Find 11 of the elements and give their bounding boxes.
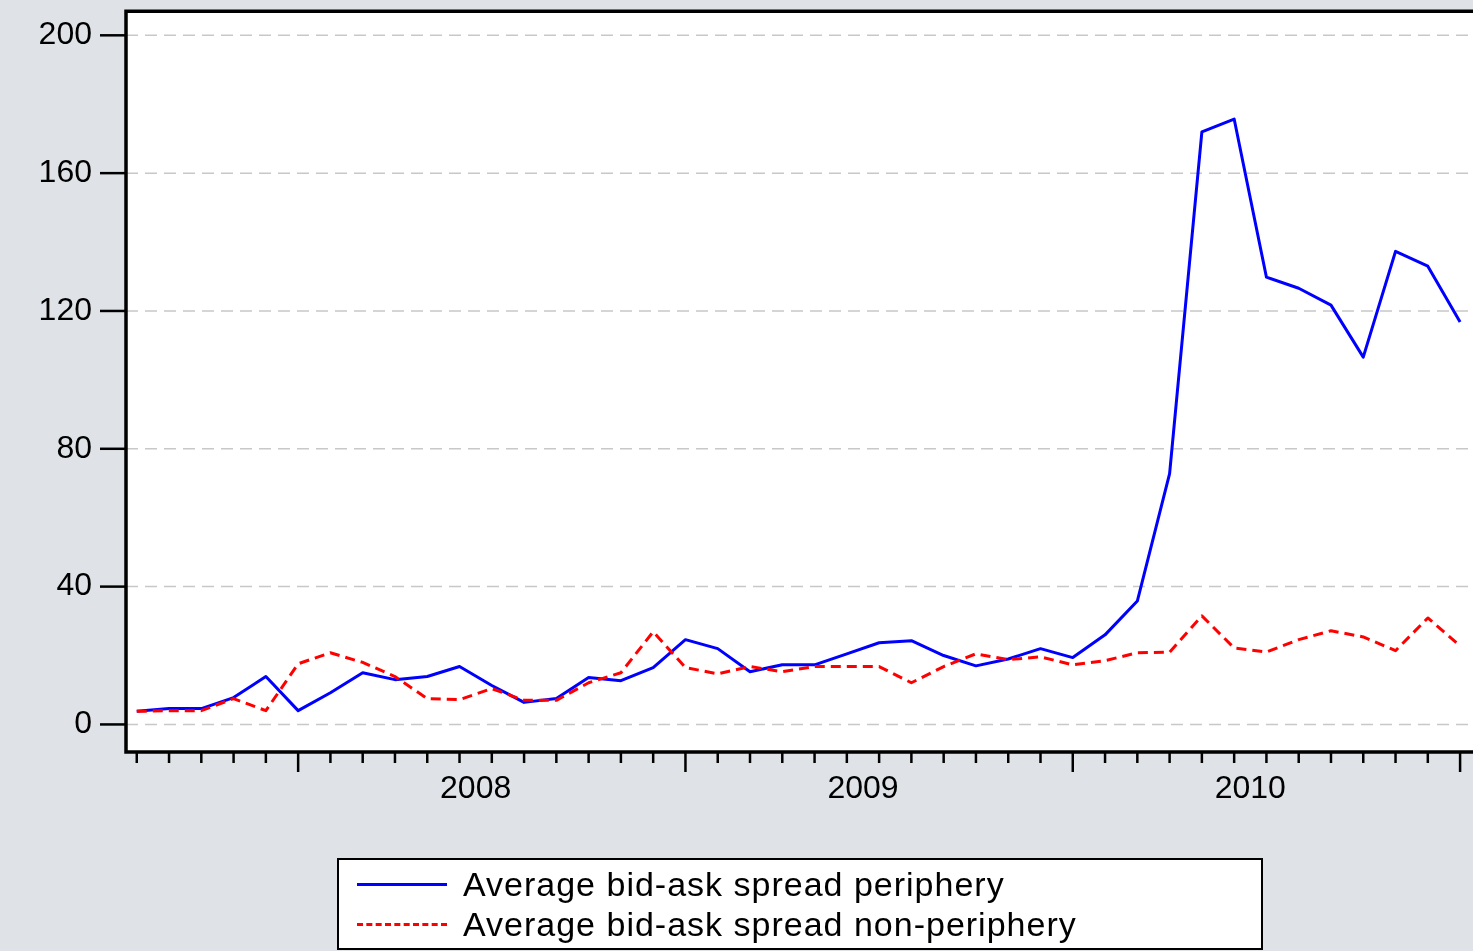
x-tick-label: 2009 <box>827 769 899 806</box>
x-tick-label: 2008 <box>440 769 512 806</box>
y-tick-label: 120 <box>38 290 92 327</box>
legend-label: Average bid-ask spread non-periphery <box>463 904 1077 944</box>
y-tick-label: 160 <box>38 152 92 189</box>
y-tick-label: 200 <box>38 15 92 52</box>
y-tick-label: 80 <box>56 428 92 465</box>
x-tick-label: 2010 <box>1214 769 1286 806</box>
legend-label: Average bid-ask spread periphery <box>463 864 1005 904</box>
y-tick-label: 0 <box>74 704 92 741</box>
y-tick-label: 40 <box>56 566 92 603</box>
